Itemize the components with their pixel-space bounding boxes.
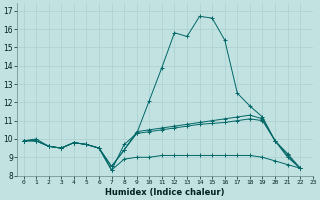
X-axis label: Humidex (Indice chaleur): Humidex (Indice chaleur) — [105, 188, 225, 197]
